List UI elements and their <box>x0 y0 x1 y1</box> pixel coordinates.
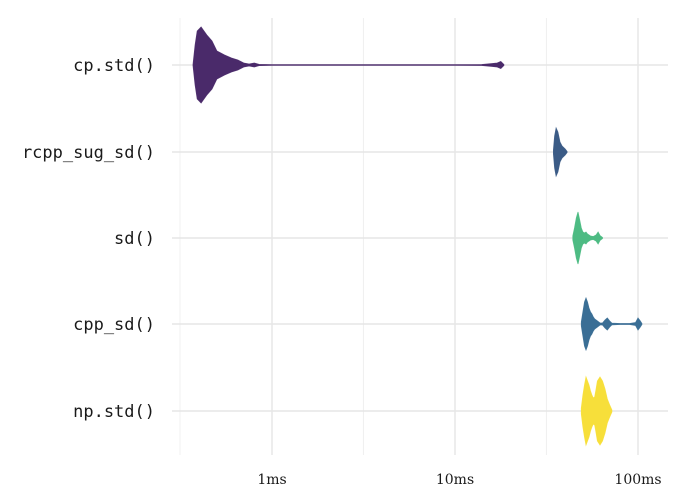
violin-4 <box>580 375 613 447</box>
y-tick-label: rcpp_sug_sd() <box>22 143 155 163</box>
y-tick-label: cpp_sd() <box>73 315 155 335</box>
violin-3 <box>580 296 643 352</box>
x-tick-label: 10ms <box>436 472 474 488</box>
violin-0 <box>192 26 505 104</box>
violin-2 <box>572 211 603 265</box>
x-tick-label: 100ms <box>614 472 661 488</box>
y-tick-label: np.std() <box>73 402 155 422</box>
violin-1 <box>553 126 568 178</box>
x-axis-labels: 1ms 10ms 100ms <box>257 472 661 488</box>
x-tick-label: 1ms <box>257 472 286 488</box>
y-tick-label: sd() <box>114 229 155 249</box>
y-tick-label: cp.std() <box>73 56 155 76</box>
violins <box>192 26 643 447</box>
y-axis-labels: cp.std() rcpp_sug_sd() sd() cpp_sd() np.std(… <box>22 56 155 422</box>
